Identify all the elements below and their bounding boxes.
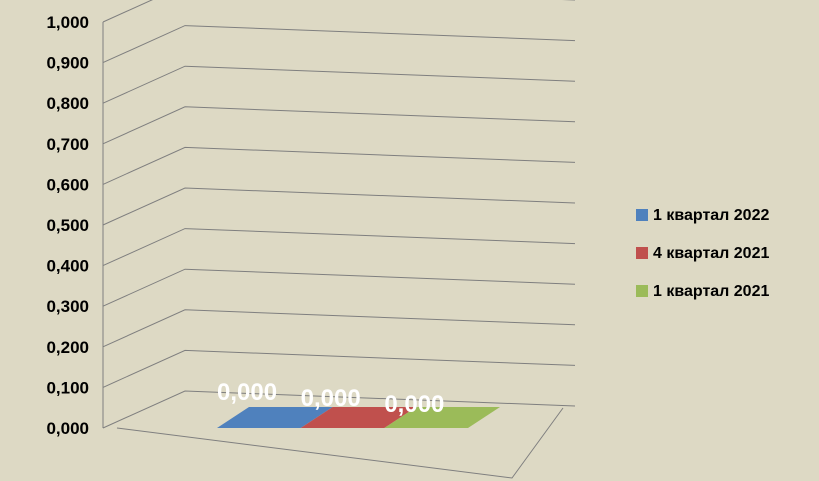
data-label-series-3: 0,000 (384, 391, 444, 418)
y-tick-label: 0,500 (46, 216, 89, 235)
y-tick-label: 0,200 (46, 338, 89, 357)
legend-swatch-series-2 (636, 247, 648, 259)
legend-label-series-3: 1 квартал 2021 (653, 283, 770, 300)
gridline (102, 25, 576, 64)
y-tick-label: 1,000 (46, 13, 89, 32)
gridline (102, 390, 576, 429)
y-tick-label: 0,300 (46, 297, 89, 316)
y-tick-label: 0,900 (46, 54, 89, 73)
data-label-series-2: 0,000 (301, 385, 361, 412)
grid-layer (102, 0, 576, 429)
data-label-series-1: 0,000 (217, 379, 277, 406)
legend-swatch-series-1 (636, 209, 648, 221)
y-tick-label: 0,000 (46, 419, 89, 438)
bar-series-3 (384, 407, 500, 428)
y-tick-label: 0,700 (46, 135, 89, 154)
gridline (102, 268, 576, 307)
gridline (102, 187, 576, 226)
legend: 1 квартал 2022 4 квартал 2021 1 квартал … (636, 206, 769, 320)
y-tick-label: 0,400 (46, 257, 89, 276)
gridline (102, 309, 576, 348)
gridline (102, 65, 576, 104)
legend-swatch-series-3 (636, 285, 648, 297)
legend-label-series-2: 4 квартал 2021 (653, 245, 770, 262)
y-tick-label: 0,800 (46, 94, 89, 113)
bar-series-2 (300, 407, 417, 428)
y-tick-label: 0,600 (46, 175, 89, 194)
data-labels: 0,000 0,000 0,000 (217, 379, 444, 418)
legend-item-series-3: 1 квартал 2021 (636, 282, 769, 320)
legend-item-series-2: 4 квартал 2021 (636, 244, 769, 282)
bars-layer (217, 407, 500, 428)
gridline (102, 146, 576, 185)
gridline (102, 106, 576, 145)
floor-layer (116, 407, 564, 479)
legend-item-series-1: 1 квартал 2022 (636, 206, 769, 244)
gridline (102, 349, 576, 388)
floor-edge (116, 407, 564, 479)
gridline (102, 228, 576, 267)
y-axis-tick-labels: 0,000 0,100 0,200 0,300 0,400 0,500 0,600 0,700… (46, 13, 89, 438)
gridline (102, 0, 575, 23)
legend-label-series-1: 1 квартал 2022 (653, 207, 770, 224)
bar-series-1 (217, 407, 333, 428)
y-tick-label: 0,100 (46, 378, 89, 397)
